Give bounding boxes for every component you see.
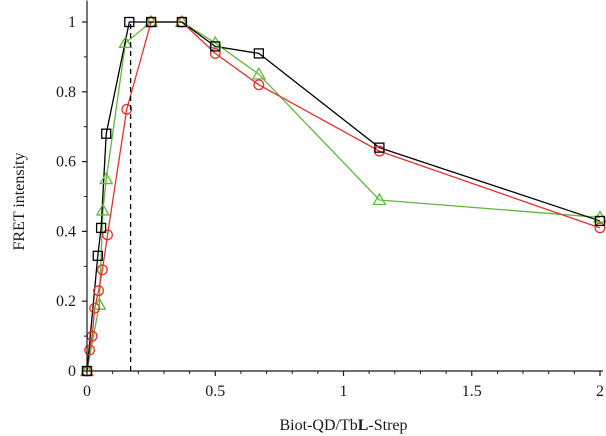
square-marker — [92, 250, 103, 261]
x-tick-label: 1 — [340, 383, 348, 400]
triangle-marker — [372, 192, 387, 206]
circle-marker — [89, 302, 101, 314]
circle-marker — [121, 103, 133, 115]
circle-marker — [96, 264, 108, 276]
circle-marker — [93, 285, 104, 297]
x-tick-label: 2 — [596, 383, 604, 400]
axes — [82, 0, 603, 376]
circle-marker — [102, 229, 113, 241]
triangle-marker — [95, 203, 111, 216]
tick-labels: 0 0.5 1 1.5 2 0 0.2 0.4 0.6 0.8 1 — [56, 14, 604, 400]
series-line-circle — [86, 21, 601, 372]
square-marker — [210, 41, 221, 52]
y-tick-label: 0 — [68, 363, 76, 380]
y-axis-title: FRET intensity — [11, 153, 28, 251]
square-marker — [101, 128, 112, 139]
circle-marker — [594, 222, 606, 234]
series-line-square — [86, 21, 601, 372]
x-axis-title: Biot-QD/TbL-Strep — [280, 417, 408, 434]
y-tick-label: 0.2 — [56, 293, 76, 310]
triangle-marker — [118, 35, 133, 49]
series-line-triangle — [86, 21, 601, 372]
y-tick-label: 0.8 — [56, 84, 76, 101]
square-marker — [124, 16, 135, 28]
square-marker — [594, 215, 606, 227]
square-marker — [95, 222, 107, 234]
square-marker — [374, 142, 385, 153]
circle-marker — [253, 79, 265, 91]
square-marker — [253, 48, 265, 59]
x-tick-label: 0 — [83, 383, 91, 400]
series-lines — [86, 21, 601, 372]
x-tick-label: 1.5 — [462, 383, 482, 400]
triangle-marker — [99, 171, 114, 185]
square-marker — [145, 16, 157, 28]
x-tick-label: 0.5 — [205, 383, 225, 400]
square-marker — [176, 16, 188, 28]
circle-marker — [84, 344, 96, 356]
circle-marker — [209, 47, 221, 59]
series-markers — [79, 14, 606, 377]
triangle-marker — [251, 67, 266, 80]
y-tick-label: 0.4 — [56, 223, 76, 240]
y-tick-label: 1 — [68, 14, 76, 31]
y-tick-label: 0.6 — [56, 154, 76, 171]
